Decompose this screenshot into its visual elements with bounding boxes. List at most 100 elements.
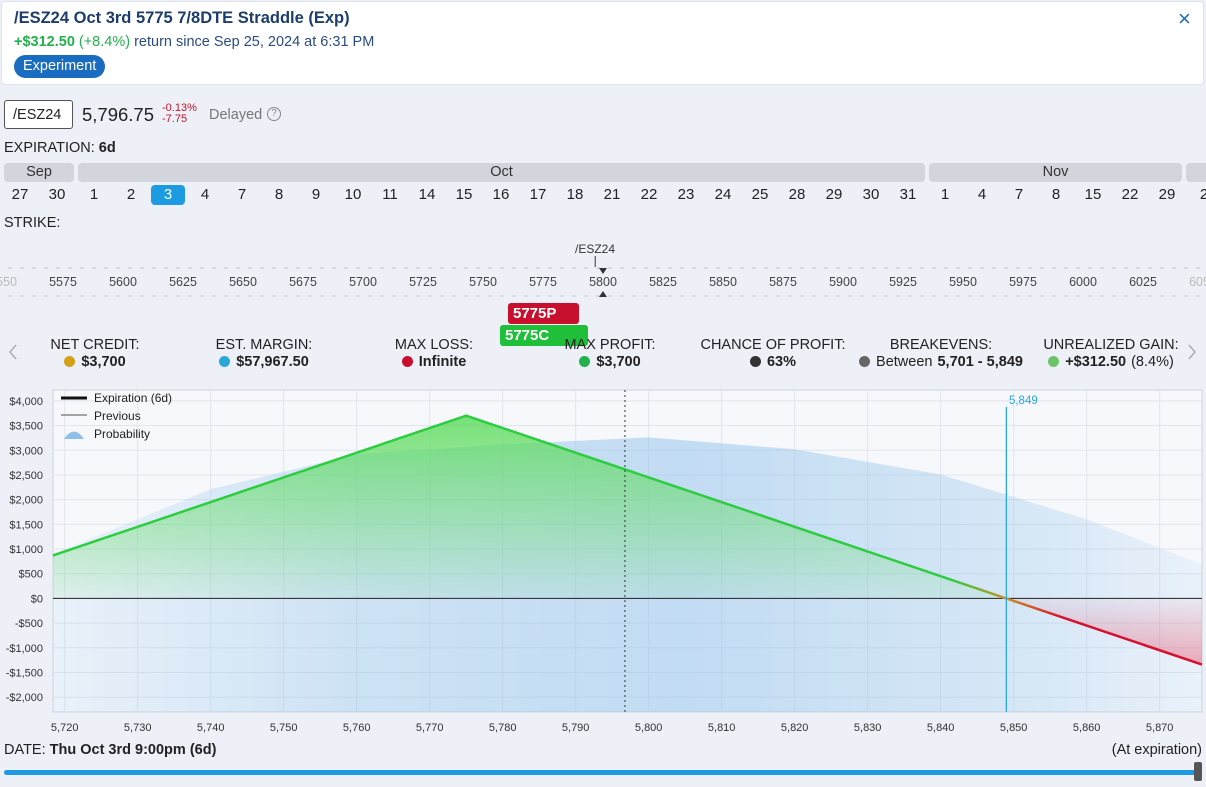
month-bar: D xyxy=(1186,163,1206,182)
stat-label: EST. MARGIN: xyxy=(215,337,313,353)
underlying-label: /ESZ24 xyxy=(574,242,616,256)
stat-icon xyxy=(219,356,231,367)
legend-label: Probability xyxy=(94,427,150,441)
stat-value: $3,700 xyxy=(510,354,710,370)
day[interactable]: 27 xyxy=(11,186,29,203)
stat-label: MAX LOSS: xyxy=(394,337,474,353)
x-tick-label: 5,740 xyxy=(197,722,225,734)
leg-call[interactable]: 5775C xyxy=(500,325,588,346)
status: Delayed xyxy=(209,107,263,123)
day[interactable]: 11 xyxy=(382,186,398,203)
slider-handle[interactable] xyxy=(1194,762,1202,781)
x-tick-label: 5,770 xyxy=(416,722,444,734)
y-tick-label: $3,000 xyxy=(9,445,43,457)
day[interactable]: 1 xyxy=(940,186,950,203)
expiration-value: 6d xyxy=(98,140,116,156)
day[interactable]: 21 xyxy=(603,186,621,203)
day[interactable]: 29 xyxy=(1158,186,1176,203)
since: return since Sep 25, 2024 at 6:31 PM xyxy=(134,34,375,50)
date-row: DATE: Thu Oct 3rd 9:00pm (6d) xyxy=(4,742,216,758)
help-icon[interactable]: ? xyxy=(267,107,281,121)
day[interactable]: 2 xyxy=(1199,186,1206,203)
day[interactable]: 28 xyxy=(788,186,806,203)
x-tick-label: 5,830 xyxy=(854,722,882,734)
strike[interactable]: 5650 xyxy=(229,275,257,289)
stat-number: $57,967.50 xyxy=(236,354,309,370)
strike[interactable]: 5700 xyxy=(349,275,377,289)
day[interactable]: 7 xyxy=(237,186,247,203)
day[interactable]: 16 xyxy=(492,186,510,203)
strike[interactable]: 5875 xyxy=(769,275,797,289)
day[interactable]: 2 xyxy=(126,186,136,203)
slider-track[interactable] xyxy=(4,770,1198,775)
day[interactable]: 18 xyxy=(566,186,584,203)
y-tick-label: -$2,000 xyxy=(6,692,43,704)
strike[interactable]: 5850 xyxy=(709,275,737,289)
strike[interactable]: 5800 xyxy=(589,275,617,289)
day[interactable]: 29 xyxy=(825,186,843,203)
legend-swatch xyxy=(64,431,84,439)
badge[interactable]: Experiment xyxy=(14,55,106,78)
gain-line: +$312.50 (+8.4%) return since Sep 25, 2024… xyxy=(14,34,374,50)
stat-number: 63% xyxy=(766,354,797,370)
stat-label: UNREALIZED GAIN: xyxy=(1043,337,1179,353)
day[interactable]: 7 xyxy=(1014,186,1024,203)
day[interactable]: 22 xyxy=(1121,186,1139,203)
gain: +$312.50 xyxy=(14,34,75,50)
day[interactable]: 3 xyxy=(151,185,185,205)
day[interactable]: 9 xyxy=(311,186,321,203)
strike[interactable]: 5550 xyxy=(0,275,17,289)
strike[interactable]: 6000 xyxy=(1069,275,1097,289)
strike[interactable]: 5925 xyxy=(889,275,917,289)
stat-number: Infinite xyxy=(418,354,467,370)
day[interactable]: 25 xyxy=(751,186,769,203)
strike[interactable]: 5950 xyxy=(949,275,977,289)
day[interactable]: 22 xyxy=(640,186,658,203)
stat-note: (8.4%) xyxy=(1131,354,1174,370)
next-arrow[interactable] xyxy=(1188,344,1196,360)
day[interactable]: 30 xyxy=(48,186,66,203)
strike[interactable]: 5775 xyxy=(529,275,557,289)
strike[interactable]: 5575 xyxy=(49,275,77,289)
stat-value: $3,700 xyxy=(0,354,195,370)
day[interactable]: 24 xyxy=(714,186,732,203)
day[interactable]: 17 xyxy=(529,186,547,203)
day[interactable]: 8 xyxy=(1051,186,1061,203)
day[interactable]: 23 xyxy=(677,186,695,203)
strike[interactable]: 5975 xyxy=(1009,275,1037,289)
day[interactable]: 4 xyxy=(977,186,987,203)
stat-label: BREAKEVENS: xyxy=(889,337,993,353)
strike-label: STRIKE: xyxy=(4,215,61,231)
close-button[interactable]: × xyxy=(1178,6,1191,31)
x-tick-label: 5,820 xyxy=(781,722,809,734)
strike[interactable]: 5600 xyxy=(109,275,137,289)
prev-arrow[interactable] xyxy=(9,344,17,360)
strike[interactable]: 5825 xyxy=(649,275,677,289)
day[interactable]: 15 xyxy=(455,186,473,203)
strike[interactable]: 5725 xyxy=(409,275,437,289)
symbol-input[interactable]: /ESZ24 xyxy=(4,100,73,129)
strike[interactable]: 6025 xyxy=(1129,275,1157,289)
date-note: (At expiration) xyxy=(1111,742,1202,758)
day[interactable]: 31 xyxy=(899,186,917,203)
strike[interactable]: 5900 xyxy=(829,275,857,289)
stat-value: +$312.50 (8.4%) xyxy=(1011,354,1206,370)
change: -7.75 xyxy=(162,113,188,125)
stat-icon xyxy=(64,356,76,367)
day[interactable]: 8 xyxy=(274,186,284,203)
change-pct: -0.13% xyxy=(162,102,197,114)
day[interactable]: 14 xyxy=(418,186,436,203)
expiration-line xyxy=(52,414,1203,666)
strike[interactable]: 5625 xyxy=(169,275,197,289)
day[interactable]: 4 xyxy=(200,186,210,203)
leg-put[interactable]: 5775P xyxy=(508,303,579,324)
day[interactable]: 15 xyxy=(1084,186,1102,203)
day[interactable]: 30 xyxy=(862,186,880,203)
day[interactable]: 1 xyxy=(89,186,99,203)
strike[interactable]: 6050 xyxy=(1189,275,1206,289)
day[interactable]: 10 xyxy=(344,186,362,203)
strike[interactable]: 5675 xyxy=(289,275,317,289)
strike[interactable]: 5750 xyxy=(469,275,497,289)
